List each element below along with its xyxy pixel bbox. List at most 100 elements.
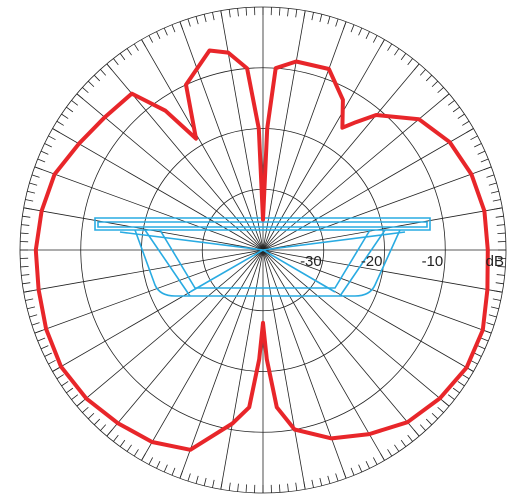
minor-tick [44, 352, 52, 357]
minor-tick [495, 215, 504, 218]
minor-tick [187, 18, 191, 27]
speaker-drawing [94, 217, 431, 297]
minor-tick [71, 100, 79, 106]
minor-tick [488, 182, 497, 186]
minor-tick [486, 174, 495, 178]
grid-spoke [262, 249, 503, 293]
minor-tick [29, 182, 38, 186]
minor-tick [203, 14, 207, 23]
minor-tick [203, 477, 207, 486]
grid-spoke [141, 39, 264, 251]
minor-tick [156, 461, 161, 469]
minor-tick [295, 9, 298, 18]
minor-tick [237, 8, 239, 17]
minor-tick [431, 80, 439, 88]
minor-tick [187, 473, 191, 482]
minor-tick [82, 406, 89, 413]
minor-tick [311, 12, 314, 21]
minor-tick [23, 207, 32, 210]
minor-tick [278, 7, 281, 16]
minor-tick [394, 48, 400, 56]
minor-tick [71, 394, 79, 400]
minor-tick [480, 337, 489, 342]
plot [33, 48, 490, 452]
minor-tick [319, 14, 323, 23]
minor-tick [413, 63, 420, 71]
minor-tick [119, 439, 126, 447]
minor-tick [212, 479, 215, 488]
grid-spoke [106, 249, 264, 437]
minor-tick [287, 8, 289, 17]
minor-tick [447, 394, 455, 400]
minor-tick [106, 63, 113, 71]
minor-tick [425, 418, 433, 426]
polar-line [33, 48, 490, 452]
minor-tick [171, 467, 176, 476]
minor-tick [61, 381, 69, 387]
grid-spoke [262, 166, 492, 251]
minor-tick [407, 58, 413, 66]
minor-tick [40, 345, 49, 350]
minor-tick [437, 87, 444, 94]
minor-tick [447, 100, 455, 106]
minor-tick [87, 412, 95, 420]
minor-tick [419, 424, 426, 431]
minor-tick [327, 16, 331, 25]
grid-spoke [34, 166, 264, 251]
minor-tick [195, 16, 199, 25]
minor-tick [400, 439, 407, 447]
minor-tick [496, 224, 505, 226]
minor-tick [44, 143, 52, 148]
minor-tick [106, 429, 113, 437]
minor-tick [477, 345, 486, 350]
r-tick-label: dB [486, 253, 504, 270]
minor-tick [220, 10, 223, 19]
minor-tick [358, 464, 363, 473]
minor-tick [407, 434, 413, 442]
minor-tick [278, 484, 281, 493]
grid-spoke [262, 249, 306, 490]
minor-tick [295, 482, 298, 491]
minor-tick [20, 265, 29, 268]
labels: -30 -20 -10 dB [300, 253, 504, 270]
minor-tick [372, 35, 378, 43]
minor-tick [245, 484, 248, 493]
minor-tick [25, 199, 34, 202]
grid-spoke [262, 10, 306, 251]
minor-tick [483, 166, 492, 171]
minor-tick [474, 352, 482, 357]
minor-tick [22, 215, 31, 218]
minor-tick [156, 31, 161, 39]
minor-tick [48, 359, 56, 365]
minor-tick [380, 453, 385, 461]
minor-tick [48, 135, 56, 141]
minor-tick [119, 53, 126, 61]
minor-tick [466, 128, 474, 133]
grid-spoke [262, 249, 385, 461]
minor-tick [483, 329, 492, 334]
minor-tick [93, 74, 101, 82]
minor-tick [171, 24, 176, 33]
minor-tick [126, 48, 132, 56]
r-tick-label: -30 [300, 253, 322, 270]
minor-tick [100, 424, 107, 431]
minor-tick [380, 39, 385, 47]
minor-tick [419, 69, 426, 76]
grid-spoke [262, 39, 385, 251]
minor-tick [342, 470, 347, 479]
minor-tick [66, 387, 74, 394]
minor-tick [34, 329, 43, 334]
minor-tick [494, 290, 503, 293]
minor-tick [492, 298, 501, 301]
minor-tick [228, 9, 231, 18]
minor-tick [82, 87, 89, 94]
minor-tick [303, 481, 306, 490]
minor-tick [303, 10, 306, 19]
minor-tick [462, 120, 470, 126]
minor-tick [52, 128, 60, 133]
minor-tick [327, 475, 331, 484]
minor-tick [452, 106, 460, 113]
minor-tick [212, 12, 215, 21]
grid-spoke [262, 249, 420, 437]
minor-tick [179, 470, 184, 479]
